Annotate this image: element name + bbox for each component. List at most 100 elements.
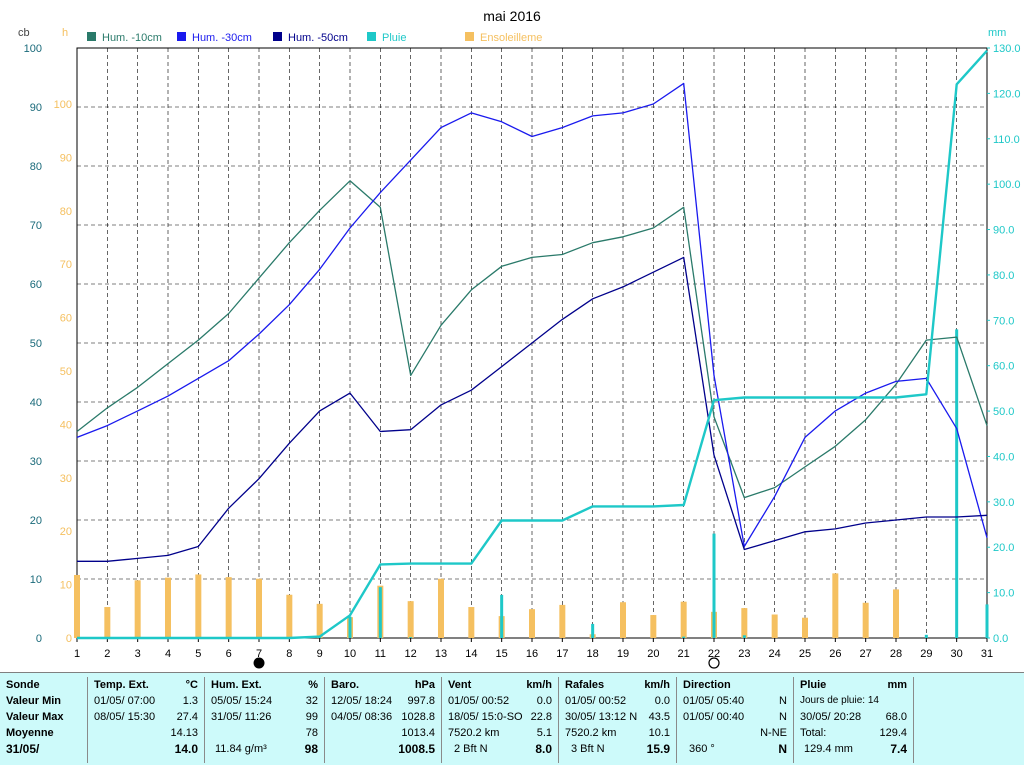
temp-max-time: 08/05/ 15:30 (94, 711, 156, 723)
sunshine-bar-day-19 (620, 602, 626, 638)
legend-swatch (465, 32, 474, 41)
temp-min-value: 1.3 (182, 695, 198, 707)
x-tick-label: 9 (317, 648, 323, 660)
cb-tick-label: 60 (30, 279, 42, 291)
sunshine-bar-day-20 (650, 615, 657, 638)
x-tick-label: 17 (556, 648, 568, 660)
x-tick-label: 3 (135, 648, 141, 660)
sonde-title: Sonde (6, 679, 40, 691)
vent-avg: 5.1 (536, 727, 552, 739)
sunshine-bar-day-3 (134, 580, 141, 638)
direction-max-value: N (779, 711, 787, 723)
sunshine-bar-day-25 (802, 617, 808, 638)
legend-label: Hum. -50cm (288, 32, 348, 44)
h-tick-label: 100 (54, 99, 72, 111)
x-tick-label: 15 (496, 648, 508, 660)
baro-current: 1008.5 (398, 742, 435, 756)
x-tick-label: 23 (738, 648, 750, 660)
full-moon-icon (708, 657, 720, 669)
direction-current: N (778, 742, 787, 756)
sunshine-bar-day-8 (286, 594, 293, 638)
h-tick-label: 40 (60, 419, 72, 431)
mm-tick-label: 10.0 (993, 588, 1014, 600)
sunshine-bar-day-12 (407, 601, 414, 638)
h-tick-label: 90 (60, 152, 72, 164)
sunshine-bar-day-13 (438, 578, 444, 638)
mm-tick-label: 70.0 (993, 315, 1014, 327)
sunshine-bar-day-21 (680, 601, 687, 638)
pluie-max-time: 30/05/ 20:28 (800, 711, 862, 723)
vent-unit: km/h (526, 679, 552, 691)
direction-min-value: N (779, 695, 787, 707)
cb-tick-label: 50 (30, 338, 42, 350)
legend-swatch (367, 32, 376, 41)
daily-rain-bars (318, 329, 989, 638)
h-tick-label: 30 (60, 473, 72, 485)
sunshine-bar-day-28 (893, 589, 899, 638)
rain-bar-day-10 (348, 616, 352, 638)
cb-tick-label: 100 (24, 43, 42, 55)
vent-min-value: 0.0 (536, 695, 552, 707)
x-tick-label: 18 (587, 648, 599, 660)
h-tick-label: 60 (60, 313, 72, 325)
hum-title: Hum. Ext. (211, 679, 262, 691)
x-tick-label: 19 (617, 648, 629, 660)
x-tick-label: 12 (405, 648, 417, 660)
sunshine-bar-day-17 (559, 604, 566, 638)
temp-title: Temp. Ext. (94, 679, 149, 691)
mm-tick-label: 100.0 (993, 179, 1021, 191)
pluie-month-total: 129.4 mm (804, 743, 853, 755)
cb-tick-label: 90 (30, 102, 42, 114)
chart-legend: Hum. -10cm Hum. -30cm Hum. -50cm Pluie Ensol… (87, 32, 542, 44)
h-tick-label: 50 (60, 366, 72, 378)
temp-column: Temp. Ext. °C 01/05/ 07:00 1.3 08/05/ 15:3… (88, 677, 205, 763)
mm-tick-label: 20.0 (993, 542, 1014, 554)
axis-unit-mm: mm (988, 27, 1006, 39)
legend-label: Ensoleilleme (480, 32, 542, 44)
label-min: Valeur Min (6, 695, 62, 707)
sunshine-bar-day-7 (256, 578, 262, 638)
vent-title: Vent (448, 679, 472, 691)
rain-bar-day-29 (924, 634, 928, 638)
x-tick-label: 22 (708, 648, 720, 660)
baro-max-time: 04/05/ 08:36 (331, 711, 393, 723)
baro-column: Baro. hPa 12/05/ 18:24 997.8 04/05/ 08:36 1… (325, 677, 442, 763)
mm-tick-label: 60.0 (993, 361, 1014, 373)
vent-min-time: 01/05/ 00:52 (448, 695, 510, 707)
new-moon-icon (253, 657, 265, 669)
rain-bar-day-11 (378, 587, 382, 638)
mm-tick-label: 50.0 (993, 406, 1014, 418)
hum-min-value: 32 (305, 695, 318, 707)
sunshine-bar-day-16 (529, 609, 535, 638)
x-tick-label: 4 (165, 648, 171, 660)
x-tick-label: 31 (981, 648, 993, 660)
cb-tick-label: 30 (30, 456, 42, 468)
hum-unit: % (308, 679, 318, 691)
hum-column: Hum. Ext.% 05/05/ 15:24 32 31/05/ 11:26 99… (205, 677, 325, 763)
sunshine-bar-day-26 (832, 573, 839, 638)
sonde-column: Sonde Valeur Min Valeur Max Moyenne 31/0… (0, 677, 88, 763)
h-tick-label: 10 (60, 580, 72, 592)
vent-max-time: 18/05/ 15:0-SO (448, 711, 523, 723)
mm-tick-label: 30.0 (993, 497, 1014, 509)
x-tick-label: 25 (799, 648, 811, 660)
x-tick-label: 2 (104, 648, 110, 660)
series-line-hum-10cm (76, 180, 988, 499)
legend-label: Hum. -30cm (192, 32, 252, 44)
rain-bar-day-12 (409, 637, 413, 638)
vent-column: Vent km/h 01/05/ 00:52 0.0 18/05/ 15:0-SO 2… (442, 677, 559, 763)
x-tick-label: 29 (920, 648, 932, 660)
series-line-hum-50cm (77, 256, 988, 562)
x-tick-label: 27 (860, 648, 872, 660)
rain-bar-day-22 (712, 533, 716, 638)
x-tick-label: 10 (344, 648, 356, 660)
temp-max-value: 27.4 (176, 711, 198, 723)
x-tick-label: 8 (286, 648, 292, 660)
rain-bar-day-31 (985, 604, 989, 638)
x-tick-label: 24 (769, 648, 781, 660)
sunshine-bar-day-4 (165, 577, 171, 638)
sunshine-bar-day-5 (195, 574, 202, 638)
temp-min-time: 01/05/ 07:00 (94, 695, 156, 707)
hum-current: 98 (304, 742, 318, 756)
x-tick-label: 11 (375, 648, 386, 660)
